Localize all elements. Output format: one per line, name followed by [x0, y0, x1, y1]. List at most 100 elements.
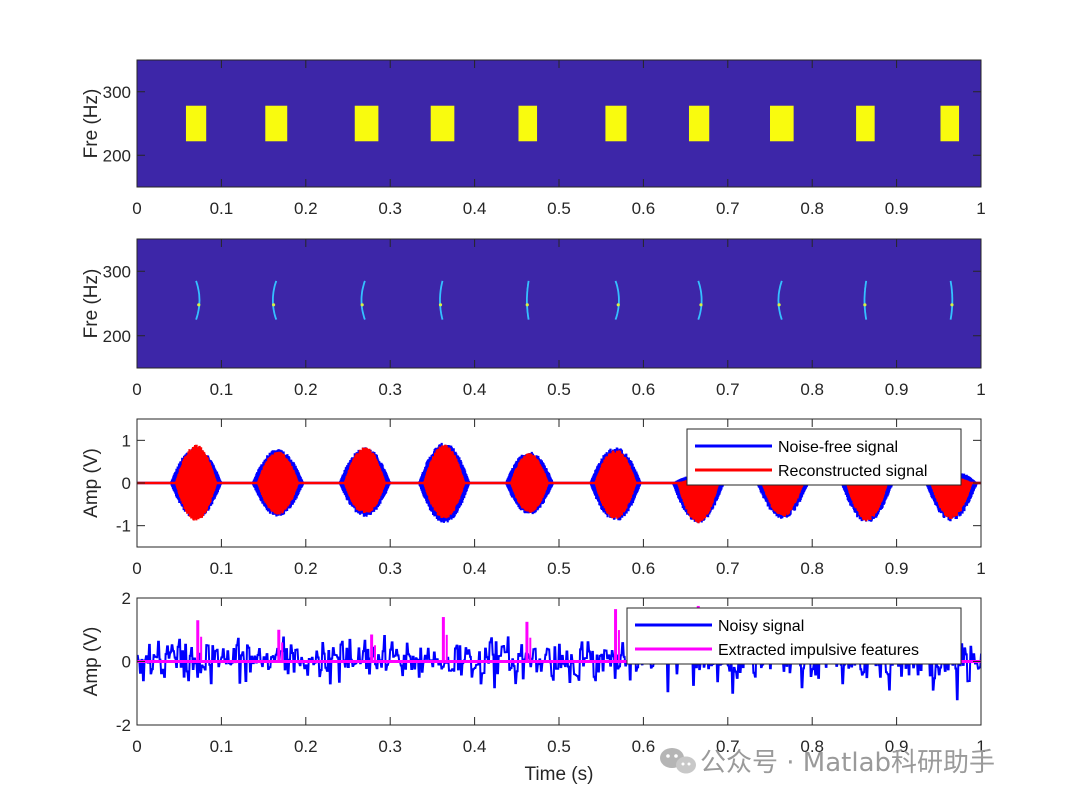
legend-label: Reconstructed signal: [778, 463, 927, 480]
x-tick-label: 0.2: [294, 559, 318, 578]
x-tick-label: 0.5: [547, 199, 571, 218]
x-tick-label: 0: [132, 559, 141, 578]
y-axis-label: Amp (V): [81, 627, 102, 697]
y-axis-label: Fre (Hz): [81, 269, 102, 339]
feature-block-7: [688, 105, 710, 142]
watermark-text: 公众号 · Matlab科研助手: [700, 748, 995, 778]
legend-box: [686, 428, 962, 486]
ridge-2: [271, 280, 278, 320]
y-tick-label: 300: [103, 83, 131, 102]
x-tick-label: 0: [132, 199, 141, 218]
x-tick-label: 0.3: [378, 559, 402, 578]
y-tick-label: 0: [122, 474, 131, 493]
y-tick-label: -1: [116, 517, 131, 536]
ridge-highlight-5: [525, 303, 529, 307]
burst-2: [256, 451, 300, 515]
x-tick-label: 0.4: [463, 380, 487, 399]
legend: Noisy signal Extracted impulsive features: [626, 607, 962, 665]
legend-label: Noisy signal: [718, 618, 804, 635]
x-tick-label: 0.8: [800, 380, 824, 399]
feature-block-10: [940, 105, 960, 142]
x-tick-label: 1: [976, 737, 985, 756]
x-tick-label: 0.7: [716, 199, 740, 218]
ridge-7: [697, 280, 703, 320]
x-tick-label: 0.9: [885, 199, 909, 218]
legend-box: [626, 607, 962, 665]
x-tick-label: 0.2: [294, 199, 318, 218]
x-tick-label: 1: [976, 559, 985, 578]
ridge-highlight-9: [863, 303, 867, 307]
x-tick-label: 0.7: [716, 559, 740, 578]
legend: Noise-free signal Reconstructed signal: [686, 428, 962, 486]
y-tick-label: 2: [122, 589, 131, 608]
x-tick-label: 0.3: [378, 737, 402, 756]
x-tick-label: 0.7: [716, 737, 740, 756]
y-axis-ticks: 200 300: [103, 83, 981, 165]
y-tick-label: 1: [122, 431, 131, 450]
ridge-highlight-10: [950, 303, 954, 307]
feature-block-6: [605, 105, 627, 142]
x-tick-label: 1: [976, 199, 985, 218]
x-tick-label: 0.7: [716, 380, 740, 399]
x-tick-label: 0.9: [885, 559, 909, 578]
y-tick-label: 200: [103, 327, 131, 346]
watermark: 公众号 · Matlab科研助手: [660, 748, 995, 778]
feature-block-8: [770, 105, 794, 142]
y-tick-label: 200: [103, 146, 131, 165]
ridge-8: [777, 280, 783, 320]
burst-5: [509, 453, 550, 513]
y-tick-label: 0: [122, 653, 131, 672]
x-tick-label: 0.9: [885, 380, 909, 399]
legend-label: Extracted impulsive features: [718, 642, 919, 659]
burst-3: [343, 447, 387, 514]
feature-block-2: [265, 105, 288, 142]
ridge-highlight-2: [271, 303, 276, 307]
ridge-highlight-7: [699, 303, 703, 307]
x-tick-label: 0.2: [294, 737, 318, 756]
legend-label: Noise-free signal: [778, 439, 898, 456]
ridge-6: [614, 280, 620, 320]
x-tick-label: 0.2: [294, 380, 318, 399]
x-tick-label: 0.1: [210, 199, 234, 218]
panel-3: 0 0.1 0.2 0.3 0.4 0.5 0.6 0.7 0.8 0.9 1 -1 0 1 Amp (V)…: [81, 418, 986, 578]
x-tick-label: 0.8: [800, 737, 824, 756]
ridge-3: [360, 280, 366, 320]
ridge-9: [863, 280, 868, 320]
burst-4: [422, 444, 466, 519]
y-axis-ticks: -1 0 1: [116, 431, 981, 536]
x-tick-label: 0.5: [547, 737, 571, 756]
x-tick-label: 0.8: [800, 559, 824, 578]
x-tick-label: 0.4: [463, 737, 487, 756]
x-tick-label: 0.8: [800, 199, 824, 218]
ridge-5: [526, 280, 530, 320]
x-tick-label: 0.9: [885, 737, 909, 756]
x-tick-label: 0.3: [378, 380, 402, 399]
x-tick-label: 0.6: [632, 559, 656, 578]
x-tick-label: 0.1: [210, 559, 234, 578]
ridge-1: [195, 280, 201, 320]
x-tick-label: 0.6: [632, 199, 656, 218]
x-axis-ticks: 0 0.1 0.2 0.3 0.4 0.5 0.6 0.7 0.8 0.9 1: [132, 598, 986, 756]
y-tick-label: 300: [103, 262, 131, 281]
burst-1: [174, 444, 218, 521]
ridge-4: [439, 280, 444, 320]
plot-area: [137, 60, 981, 187]
feature-block-4: [430, 105, 455, 142]
ridge-highlight-8: [777, 303, 781, 307]
ridge-highlight-1: [197, 303, 201, 307]
ridge-highlight-3: [360, 303, 364, 307]
feature-block-3: [354, 105, 379, 142]
y-tick-label: -2: [116, 716, 131, 735]
ridge-highlight-6: [616, 303, 620, 307]
x-tick-label: 0: [132, 737, 141, 756]
ridge-10: [949, 280, 954, 320]
y-axis-label: Amp (V): [81, 448, 102, 518]
x-tick-label: 0: [132, 380, 141, 399]
burst-6: [594, 450, 637, 519]
x-tick-label: 0.3: [378, 199, 402, 218]
wechat-icon: [660, 748, 696, 774]
